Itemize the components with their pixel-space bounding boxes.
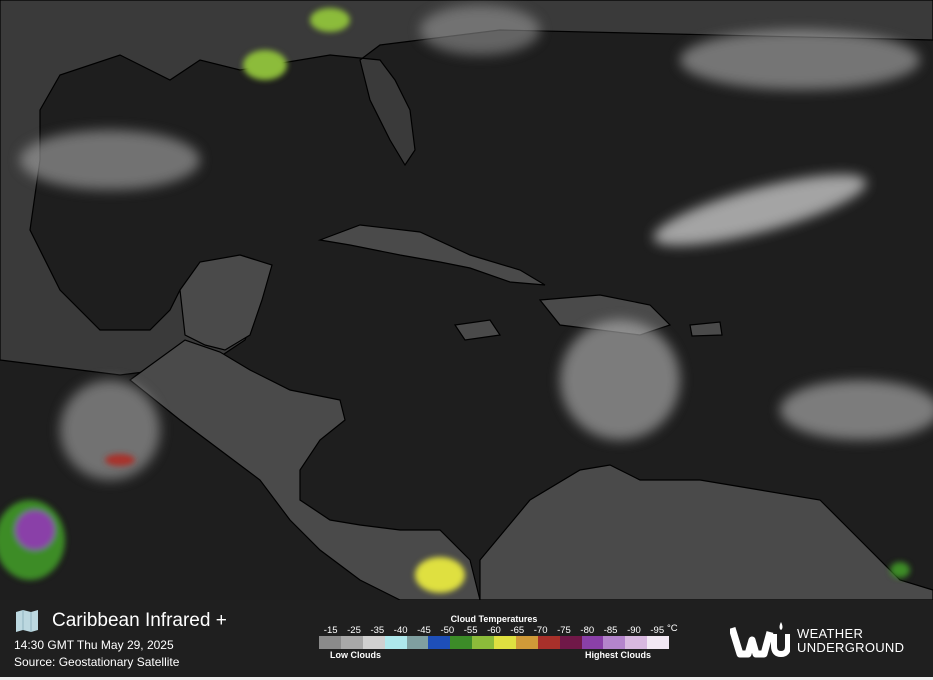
clouds	[20, 5, 933, 480]
brand-line2: UNDERGROUND	[797, 640, 905, 655]
legend-tick: -25	[347, 625, 361, 636]
legend-tick: -40	[393, 625, 408, 636]
timestamp: 14:30 GMT Thu May 29, 2025	[14, 638, 174, 652]
land	[0, 0, 933, 600]
color-swatch	[428, 636, 451, 649]
legend-tick: -60	[487, 625, 501, 636]
legend-ticks: -15 -25 -35 -40 -45 -50 -55 -60 -65 -70 -75 -80 -85-…	[319, 625, 669, 636]
color-swatch	[559, 636, 582, 649]
legend-unit: °C	[667, 623, 678, 634]
legend-tick: -95	[650, 625, 665, 636]
color-swatch	[362, 636, 385, 649]
legend-title: Cloud Temperatures	[450, 614, 538, 624]
legend-tick: -90	[627, 625, 641, 636]
highest-clouds-label: Highest Clouds	[585, 650, 652, 660]
color-swatch	[625, 636, 648, 649]
divider	[0, 677, 933, 680]
info-bar: Caribbean Infrared + 14:30 GMT Thu May 2…	[0, 600, 933, 677]
map-title: Caribbean Infrared +	[52, 610, 227, 631]
low-clouds-label: Low Clouds	[330, 650, 381, 660]
map-icon	[16, 610, 38, 632]
storm-cells	[0, 8, 910, 593]
legend-tick: -50	[440, 625, 455, 636]
brand-line1: WEATHER	[797, 626, 864, 641]
color-swatch	[537, 636, 560, 649]
wu-logo-icon	[730, 622, 790, 658]
color-swatch	[581, 636, 604, 649]
color-swatch	[603, 636, 626, 649]
satellite-map[interactable]	[0, 0, 933, 600]
color-swatch	[647, 636, 669, 649]
brand-name: WEATHER UNDERGROUND	[797, 627, 904, 655]
color-swatch	[384, 636, 407, 649]
legend-tick: -70	[533, 625, 548, 636]
color-swatch	[450, 636, 473, 649]
color-swatch	[494, 636, 516, 649]
legend-tick: -85	[603, 625, 618, 636]
legend-tick: -65	[510, 625, 525, 636]
legend-tick: -80	[580, 625, 595, 636]
legend-tick: -35	[370, 625, 385, 636]
legend-tick: -15	[323, 625, 338, 636]
color-swatch	[340, 636, 363, 649]
legend-tick: -45	[417, 625, 431, 636]
color-swatch	[319, 636, 341, 649]
legend-tick: -75	[557, 625, 571, 636]
color-swatch	[406, 636, 429, 649]
color-scale	[319, 636, 669, 649]
legend-tick: -55	[463, 625, 478, 636]
source: Source: Geostationary Satellite	[14, 655, 180, 669]
color-swatch	[515, 636, 538, 649]
color-swatch	[472, 636, 494, 649]
